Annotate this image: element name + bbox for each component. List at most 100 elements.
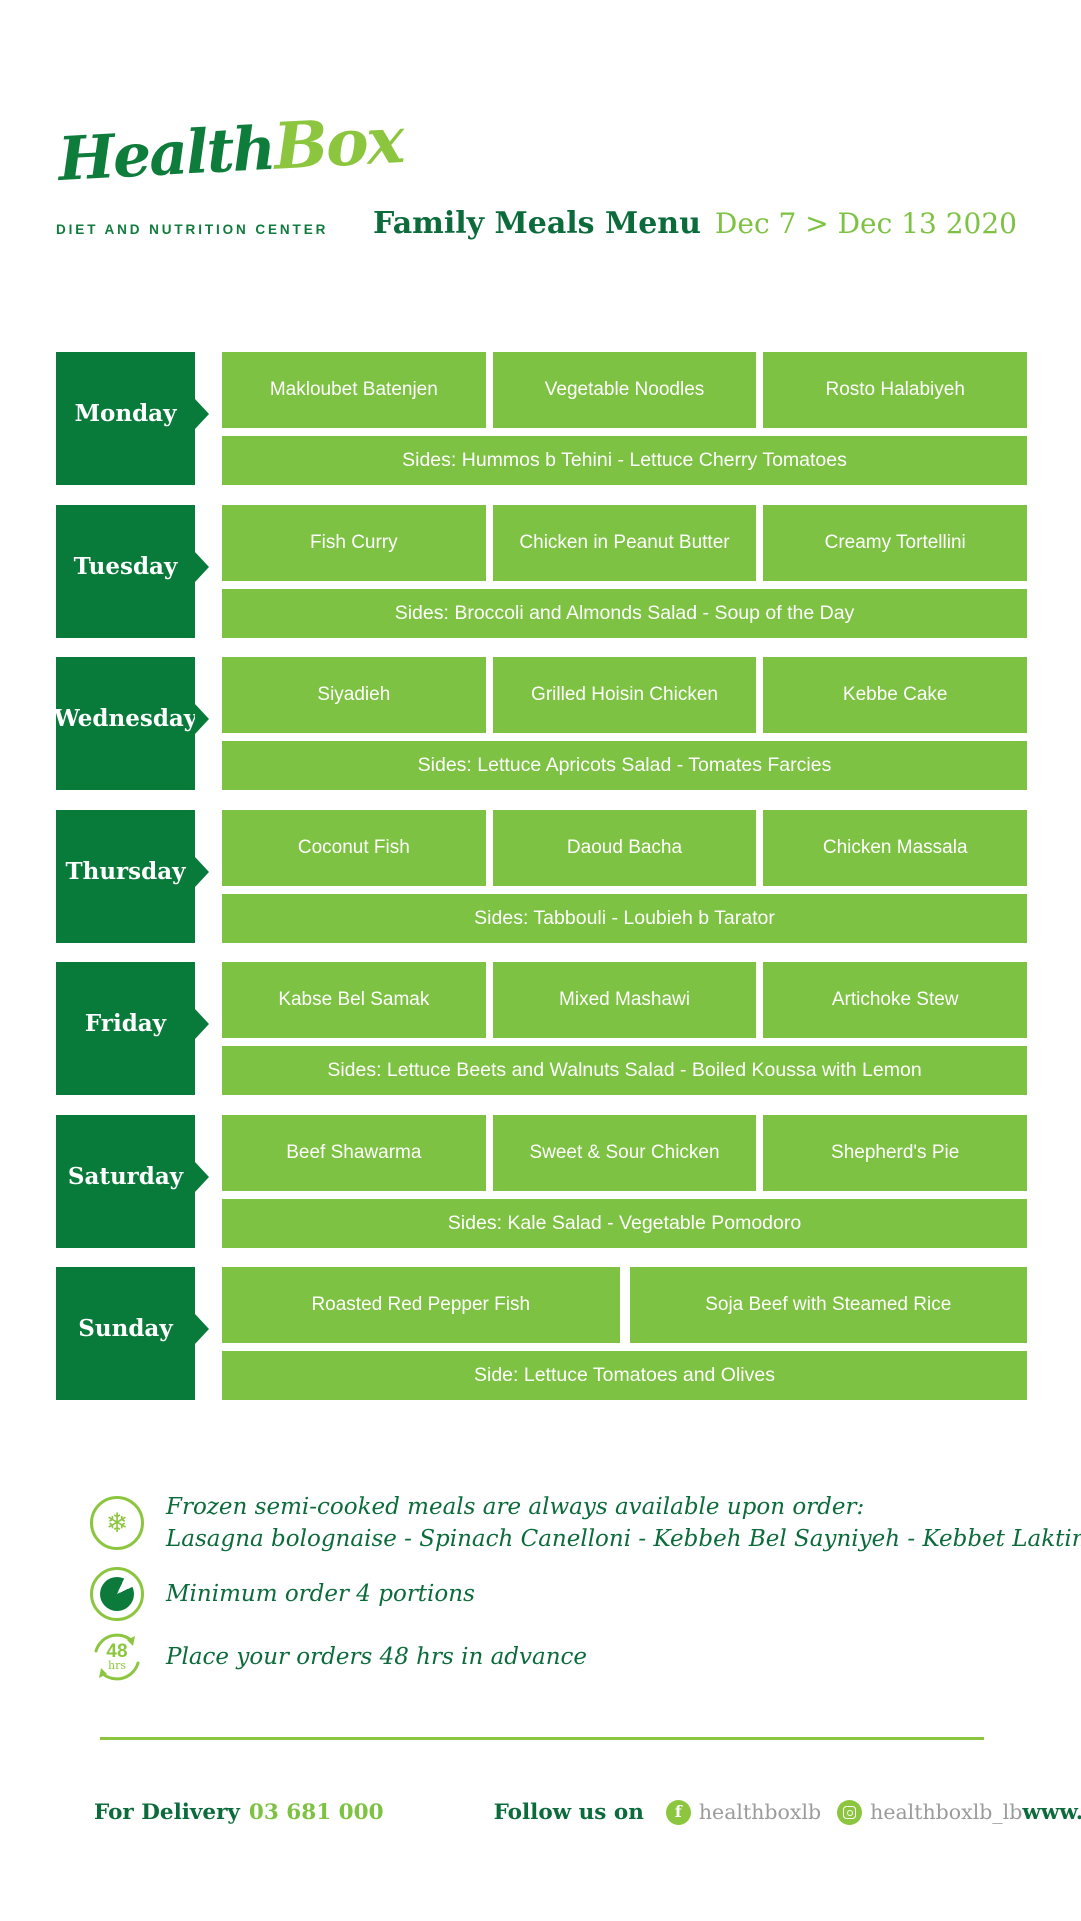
weekly-menu: Monday Makloubet Batenjen Vegetable Nood… (53, 352, 1028, 1420)
meal-boxes: Fish Curry Chicken in Peanut Butter Crea… (222, 504, 1028, 581)
follow-label: Follow us on (493, 1799, 644, 1825)
sides-bar: Sides: Hummos b Tehini - Lettuce Cherry … (222, 436, 1027, 485)
footer-divider (100, 1737, 984, 1740)
note-48hrs: 48 hrs Place your orders 48 hrs in advan… (90, 1630, 990, 1684)
sides-bar: Sides: Kale Salad - Vegetable Pomodoro (222, 1198, 1027, 1248)
snowflake-glyph: ❄ (105, 1507, 129, 1539)
day-row-tuesday: Tuesday Fish Curry Chicken in Peanut But… (56, 504, 1028, 638)
delivery-phone[interactable]: 03 681 000 (248, 1799, 384, 1825)
day-meals-friday: Kabse Bel Samak Mixed Mashawi Artichoke … (222, 962, 1028, 1095)
meal-box: Beef Shawarma (222, 1114, 486, 1191)
meal-boxes: Makloubet Batenjen Vegetable Noodles Ros… (222, 352, 1028, 428)
day-label: Tuesday (73, 552, 178, 580)
facebook-handle[interactable]: healthboxlb (698, 1800, 822, 1824)
pie-glyph (100, 1577, 134, 1611)
meal-box: Kabse Bel Samak (222, 962, 486, 1038)
day-label: Saturday (67, 1162, 184, 1190)
day-block-sunday: Sunday (56, 1267, 209, 1400)
day-row-saturday: Saturday Beef Shawarma Sweet & Sour Chic… (56, 1114, 1028, 1248)
day-block-monday: Monday (56, 352, 209, 485)
instagram-icon[interactable] (837, 1799, 863, 1825)
note-line: Place your orders 48 hrs in advance (166, 1644, 588, 1670)
portions-clock-icon (90, 1567, 144, 1621)
meal-box: Chicken Massala (763, 809, 1028, 886)
note-line: Minimum order 4 portions (166, 1581, 475, 1607)
meal-boxes: Beef Shawarma Sweet & Sour Chicken Sheph… (222, 1114, 1028, 1191)
day-block-friday: Friday (56, 962, 209, 1095)
circular-arrows-icon (94, 1633, 140, 1681)
meal-box: Siyadieh (222, 657, 486, 733)
note-text: Frozen semi-cooked meals are always avai… (166, 1491, 1081, 1555)
instagram-link[interactable]: healthboxlb_lb (837, 1799, 1023, 1825)
meal-box: Chicken in Peanut Butter (492, 504, 757, 581)
day-meals-thursday: Coconut Fish Daoud Bacha Chicken Massala… (222, 809, 1028, 943)
meal-box: Creamy Tortellini (763, 504, 1028, 581)
day-row-wednesday: Wednesday Siyadieh Grilled Hoisin Chicke… (53, 657, 1028, 790)
day-label: Wednesday (53, 705, 198, 732)
day-meals-tuesday: Fish Curry Chicken in Peanut Butter Crea… (222, 504, 1028, 638)
delivery-label: For Delivery (94, 1799, 240, 1825)
day-meals-monday: Makloubet Batenjen Vegetable Noodles Ros… (222, 352, 1028, 485)
day-block-tuesday: Tuesday (56, 504, 209, 638)
meal-boxes: Coconut Fish Daoud Bacha Chicken Massala (222, 809, 1028, 886)
website-link[interactable]: www.healthbox.me (1022, 1799, 1081, 1825)
meal-box: Kebbe Cake (763, 657, 1028, 733)
facebook-f-glyph: f (674, 1802, 682, 1821)
meal-boxes: Roasted Red Pepper Fish Soja Beef with S… (222, 1267, 1027, 1343)
meal-box: Grilled Hoisin Chicken (492, 657, 757, 733)
note-minimum-order: Minimum order 4 portions (90, 1567, 990, 1621)
meal-box: Soja Beef with Steamed Rice (629, 1267, 1027, 1343)
page-title-group: Family Meals Menu Dec 7 > Dec 13 2020 (373, 206, 1017, 241)
meal-box: Shepherd's Pie (763, 1114, 1028, 1191)
sides-bar: Side: Lettuce Tomatoes and Olives (222, 1351, 1027, 1400)
facebook-link[interactable]: f healthboxlb (665, 1799, 822, 1825)
note-text: Place your orders 48 hrs in advance (166, 1641, 587, 1673)
note-text: Minimum order 4 portions (166, 1578, 475, 1610)
day-row-friday: Friday Kabse Bel Samak Mixed Mashawi Art… (56, 962, 1028, 1095)
meal-box: Rosto Halabiyeh (763, 352, 1028, 428)
snowflake-icon: ❄ (90, 1496, 144, 1550)
day-label: Friday (84, 1010, 167, 1037)
footer: For Delivery 03 681 000 Follow us on f h… (94, 1796, 1081, 1828)
instagram-handle[interactable]: healthboxlb_lb (870, 1800, 1023, 1824)
day-block-wednesday: Wednesday (53, 657, 209, 790)
meal-box: Sweet & Sour Chicken (492, 1114, 757, 1191)
day-row-sunday: Sunday Roasted Red Pepper Fish Soja Beef… (56, 1267, 1027, 1400)
meal-box: Daoud Bacha (492, 809, 757, 886)
meal-boxes: Kabse Bel Samak Mixed Mashawi Artichoke … (222, 962, 1028, 1038)
brand-logo: HealthBox (56, 103, 404, 196)
day-row-monday: Monday Makloubet Batenjen Vegetable Nood… (56, 352, 1028, 485)
day-meals-sunday: Roasted Red Pepper Fish Soja Beef with S… (222, 1267, 1027, 1400)
note-frozen-meals: ❄ Frozen semi-cooked meals are always av… (90, 1491, 1081, 1555)
48hrs-icon: 48 hrs (90, 1630, 144, 1684)
day-meals-wednesday: Siyadieh Grilled Hoisin Chicken Kebbe Ca… (222, 657, 1028, 790)
meal-box: Fish Curry (222, 504, 486, 581)
meal-box: Makloubet Batenjen (222, 352, 486, 428)
day-label: Monday (74, 400, 177, 427)
48hrs-unit: hrs (107, 1658, 126, 1672)
note-line: Lasagna bolognaise - Spinach Canelloni -… (166, 1526, 1081, 1552)
sides-bar: Sides: Lettuce Apricots Salad - Tomates … (222, 741, 1027, 790)
sides-bar: Sides: Lettuce Beets and Walnuts Salad -… (222, 1046, 1027, 1095)
day-label: Thursday (65, 857, 186, 885)
day-label: Sunday (78, 1315, 173, 1342)
sides-bar: Sides: Broccoli and Almonds Salad - Soup… (222, 588, 1027, 638)
order-notes: ❄ Frozen semi-cooked meals are always av… (90, 1491, 1081, 1684)
instagram-camera-glyph (843, 1805, 857, 1819)
brand-tagline: DIET AND NUTRITION CENTER (56, 222, 329, 237)
meal-box: Vegetable Noodles (492, 352, 757, 428)
meal-box: Mixed Mashawi (492, 962, 757, 1038)
48hrs-number: 48 (106, 1640, 128, 1662)
meal-box: Coconut Fish (222, 809, 486, 886)
day-block-saturday: Saturday (56, 1114, 209, 1248)
facebook-icon[interactable]: f (665, 1799, 691, 1825)
brand-logo-box: Box (271, 103, 405, 185)
brand-logo-health: Health (56, 113, 276, 195)
page-title: Family Meals Menu (373, 206, 701, 241)
note-line: Frozen semi-cooked meals are always avai… (166, 1494, 865, 1520)
day-row-thursday: Thursday Coconut Fish Daoud Bacha Chicke… (56, 809, 1028, 943)
meal-box: Roasted Red Pepper Fish (222, 1267, 620, 1343)
date-range: Dec 7 > Dec 13 2020 (714, 207, 1017, 240)
day-meals-saturday: Beef Shawarma Sweet & Sour Chicken Sheph… (222, 1114, 1028, 1248)
